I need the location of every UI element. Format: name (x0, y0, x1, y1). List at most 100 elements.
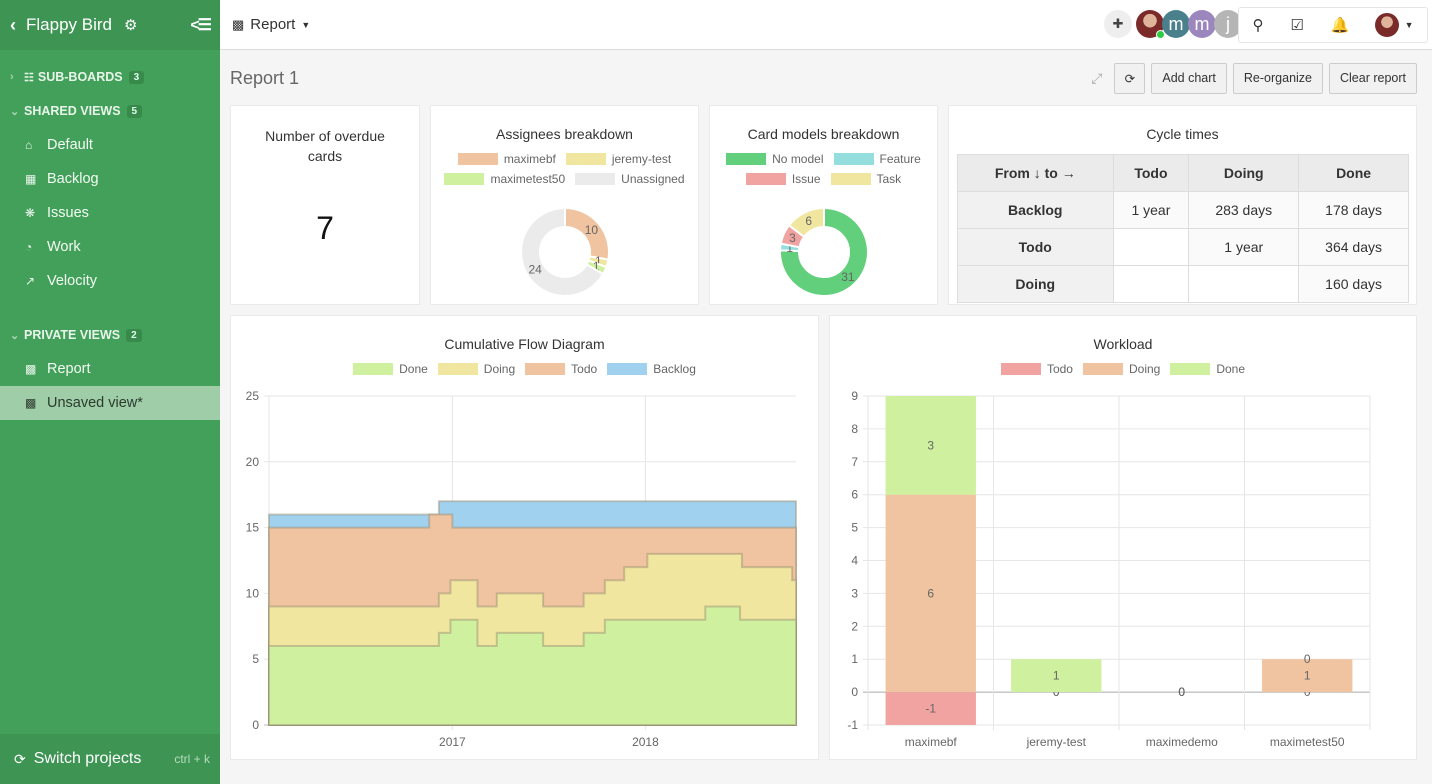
sidebar-item-velocity[interactable]: ↗ Velocity (0, 264, 220, 298)
sidebar-item-report[interactable]: ▩ Report (0, 352, 220, 386)
legend-item[interactable]: No model (726, 152, 824, 166)
view-selector[interactable]: ▩ Report ▼ (220, 16, 310, 33)
legend-swatch (353, 363, 394, 375)
bar-value-label: 1 (1053, 669, 1060, 683)
table-cell (1112, 265, 1190, 303)
y-tick-label: 3 (851, 586, 858, 600)
bar-value-label: 0 (1178, 685, 1185, 699)
legend-label: Feature (879, 152, 921, 166)
report-title[interactable]: Report 1 (230, 67, 300, 88)
section-sub-boards[interactable]: › ☷ SUB-BOARDS 3 (0, 60, 220, 94)
count-badge: 5 (126, 104, 143, 118)
sidebar-item-unsaved-view[interactable]: ▩ Unsaved view* (0, 386, 220, 420)
add-member-icon[interactable]: ✚ (1104, 10, 1132, 38)
y-tick-label: -1 (847, 718, 858, 732)
legend-item[interactable]: maximebf (457, 152, 556, 166)
legend: maximebf jeremy-test maximetest50 Unassi… (431, 152, 698, 186)
table-cell: 178 days (1298, 191, 1409, 229)
slice-label: 3 (789, 231, 796, 245)
count-badge: 2 (126, 328, 142, 342)
legend-item[interactable]: Feature (833, 152, 921, 166)
table-cell: 1 year (1112, 191, 1190, 229)
legend-item[interactable]: Issue (745, 172, 821, 186)
cumulative-flow-widget: Cumulative Flow Diagram Done Doing Todo … (230, 315, 819, 760)
sidebar-item-label: Default (47, 137, 93, 153)
legend-item[interactable]: Done (1170, 362, 1245, 376)
legend-swatch (575, 173, 616, 185)
legend-item[interactable]: jeremy-test (565, 152, 672, 166)
legend-label: Backlog (653, 362, 696, 376)
dashboard-icon: ◔ (25, 240, 33, 254)
sidebar-item-work[interactable]: ◔ Work (0, 230, 220, 264)
legend: Todo Doing Done (830, 362, 1416, 376)
clear-report-button[interactable]: Clear report (1329, 62, 1417, 94)
donut-slice (520, 206, 605, 297)
gear-icon[interactable]: ⚙ (123, 17, 138, 34)
table-row: Doing 160 days (957, 265, 1409, 303)
table-header-row: From ↓ to → Todo Doing Done (957, 154, 1409, 192)
legend-item[interactable]: maximetest50 (444, 172, 565, 186)
section-label: PRIVATE VIEWS (24, 328, 121, 342)
bar-chart-icon: ▩ (25, 362, 37, 376)
avatar[interactable]: m (1162, 10, 1190, 38)
avatar[interactable]: j (1214, 10, 1242, 38)
refresh-button[interactable]: ⟳ (1114, 62, 1146, 94)
chevron-right-icon: › (10, 71, 14, 83)
widget-title: Cycle times (1146, 126, 1219, 142)
reorganize-button[interactable]: Re-organize (1232, 62, 1323, 94)
column-header: Done (1298, 154, 1409, 192)
project-name[interactable]: Flappy Bird (26, 15, 112, 34)
section-private-views[interactable]: ⌄ PRIVATE VIEWS 2 (0, 318, 220, 352)
slice-label: 1 (786, 241, 793, 255)
legend-label: Doing (483, 362, 516, 376)
x-tick-label: maximebf (905, 735, 958, 749)
avatar[interactable]: m (1188, 10, 1216, 38)
legend-swatch (833, 153, 874, 165)
widget-title: Card models breakdown (747, 126, 900, 142)
legend-item[interactable]: Task (830, 172, 901, 186)
donut-slice (779, 206, 869, 297)
section-shared-views[interactable]: ⌄ SHARED VIEWS 5 (0, 94, 220, 128)
legend-item[interactable]: Unassigned (575, 172, 685, 186)
legend-item[interactable]: Done (353, 362, 428, 376)
legend-item[interactable]: Doing (1082, 362, 1161, 376)
legend-item[interactable]: Todo (1000, 362, 1073, 376)
user-avatar (1374, 13, 1399, 37)
assignees-donut-chart: 10 11 24 (520, 206, 610, 297)
search-icon[interactable]: ⚲ (1252, 17, 1264, 34)
bell-icon[interactable]: 🔔 (1330, 17, 1350, 34)
column-header: From ↓ to → (957, 154, 1114, 192)
chevron-down-icon: ⌄ (10, 329, 20, 342)
legend-swatch (437, 363, 478, 375)
add-chart-button[interactable]: Add chart (1151, 62, 1227, 94)
area-series-done (268, 605, 797, 726)
report-header: Report 1 ⤢ ⟳ Add chart Re-organize Clear… (230, 50, 1417, 106)
legend-item[interactable]: Todo (525, 362, 597, 376)
sidebar-item-default[interactable]: ⌂ Default (0, 128, 220, 162)
row-header: Backlog (957, 191, 1114, 229)
sidebar-item-issues[interactable]: ❋ Issues (0, 196, 220, 230)
y-tick-label: 4 (851, 554, 858, 568)
y-tick-label: 10 (246, 586, 260, 600)
bar-segment (885, 396, 976, 495)
checkbox-icon[interactable]: ☑ (1290, 17, 1304, 34)
expand-icon[interactable]: ⤢ (1091, 69, 1103, 86)
legend-swatch (457, 153, 498, 165)
avatar[interactable] (1136, 10, 1165, 39)
refresh-icon: ⟳ (1124, 71, 1136, 86)
legend-label: maximetest50 (490, 172, 566, 186)
sidebar-item-backlog[interactable]: ▦ Backlog (0, 162, 220, 196)
row-header: Doing (957, 265, 1114, 303)
section-label: SUB-BOARDS (37, 70, 123, 84)
legend-label: jeremy-test (611, 152, 672, 166)
user-menu[interactable]: ▼ (1374, 13, 1414, 37)
card-models-donut-chart: 31 136 (778, 206, 869, 297)
legend-label: Doing (1128, 362, 1161, 376)
collapse-sidebar-icon[interactable]: <☰ (190, 17, 212, 34)
column-header: Todo (1112, 154, 1190, 192)
legend-item[interactable]: Backlog (607, 362, 696, 376)
legend-label: No model (772, 152, 824, 166)
back-icon[interactable]: ‹ (10, 14, 16, 35)
legend-item[interactable]: Doing (437, 362, 516, 376)
switch-projects-button[interactable]: ⟳ Switch projects ctrl + k (0, 734, 220, 784)
